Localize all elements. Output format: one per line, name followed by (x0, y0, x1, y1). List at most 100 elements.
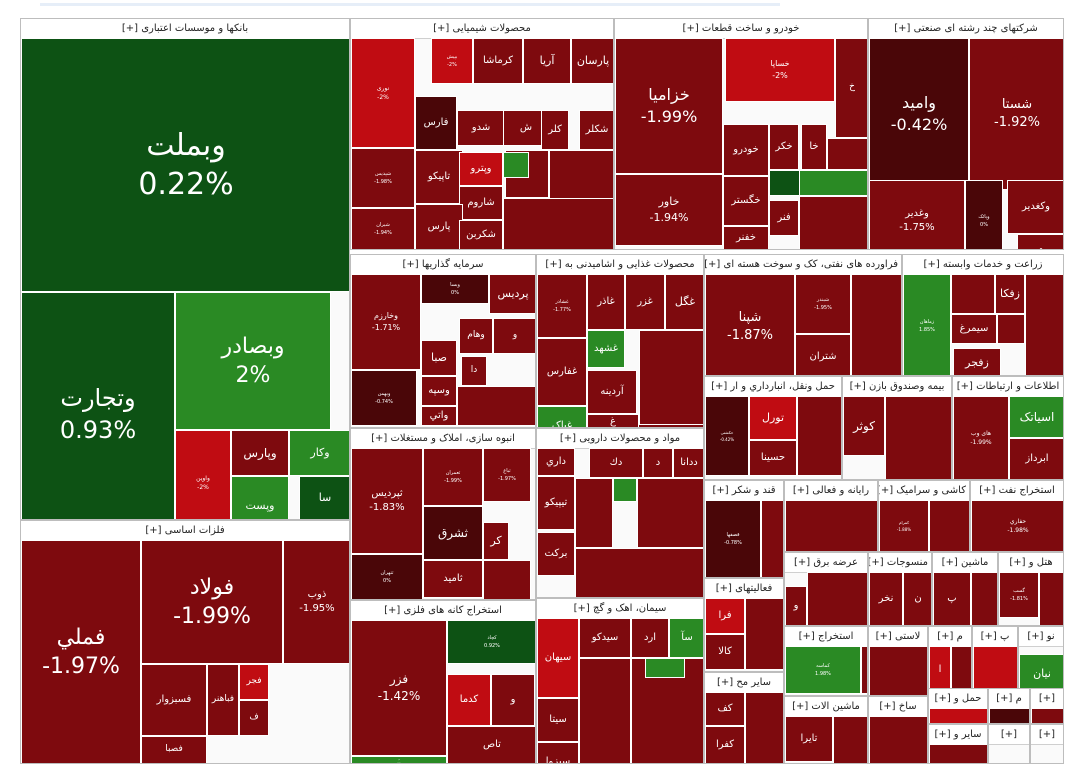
sector-no[interactable]: نو [+] نیان (1018, 626, 1064, 696)
sector-plus3[interactable]: [+] (1030, 724, 1064, 764)
stock-tile[interactable]: غگل (665, 274, 703, 330)
sector-build[interactable]: ساخ [+] (868, 696, 928, 764)
sector-hotel[interactable]: هتل و [+] گسب -1.81% (998, 552, 1064, 626)
stock-tile[interactable]: فجر (239, 664, 269, 700)
stock-tile[interactable]: پارس (415, 204, 463, 249)
stock-tile[interactable]: زماهان 1.85% (903, 274, 951, 375)
stock-tile[interactable]: داري (537, 448, 575, 476)
stock-tile[interactable]: غزر (625, 274, 665, 330)
sector-header-food[interactable]: محصولات غذایی و اشامیدنی به [+] (537, 255, 703, 275)
sector-insurance[interactable]: بیمه وصندوق بازن [+] کوثر (842, 376, 952, 480)
sector-plus2[interactable]: [+] (988, 724, 1030, 764)
stock-tile[interactable]: پارسان (571, 38, 613, 84)
stock-tile[interactable]: دا (461, 356, 487, 386)
stock-tile[interactable]: سیتا (537, 698, 579, 742)
sector-header-plastic[interactable]: لاستی [+] (869, 627, 927, 647)
sector-header-insurance[interactable]: بیمه وصندوق بازن [+] (843, 377, 951, 397)
stock-tile[interactable]: حفاري -1.98% (971, 500, 1063, 551)
stock-tile[interactable]: ارد (631, 618, 669, 658)
stock-tile[interactable]: غپاک (537, 406, 587, 427)
sector-header-construct[interactable]: انبوه سازی، املاک و مستغلات [+] (351, 429, 535, 449)
sector-agri[interactable]: زراعت و خدمات وابسته [+] زماهان 1.85% زفکا س… (902, 254, 1064, 376)
stock-tile[interactable]: سآ (669, 618, 703, 658)
sector-header-telecom[interactable]: اطلاعات و ارتباطات [+] (953, 377, 1063, 397)
sector-machines[interactable]: ماشین [+] پ (932, 552, 998, 626)
sector-header-multi[interactable]: شرکتهای چند رشته ای صنعتی [+] (869, 19, 1063, 39)
stock-tile[interactable]: وبصادر 2% (175, 292, 331, 430)
sector-header-m2[interactable]: م [+] (989, 689, 1029, 709)
stock-tile[interactable]: وسپه (421, 376, 457, 406)
sector-header-transport2[interactable]: حمل و [+] (929, 689, 987, 709)
stock-tile[interactable]: وپارس (231, 430, 289, 476)
stock-tile[interactable]: تیپیکو (537, 476, 575, 530)
sector-header-other2[interactable]: سایر و [+] (929, 725, 987, 745)
sector-mining[interactable]: استخراج کانه های فلزی [+] فزر -1.42% کچاد 0.… (350, 600, 536, 764)
sector-p_small[interactable]: پ [+] (972, 626, 1018, 696)
sector-other2[interactable]: سایر و [+] (928, 724, 988, 764)
sector-header-m_small[interactable]: م [+] (929, 627, 971, 647)
stock-tile[interactable]: فباهنر (207, 664, 239, 736)
stock-tile[interactable]: خا (801, 124, 827, 170)
stock-tile[interactable]: سیهان (537, 618, 579, 698)
sector-header-refine[interactable]: فراورده های نفتی، کک و سوخت هسته ای [+] (705, 255, 901, 275)
sector-cement[interactable]: سیمان، اهک و گچ [+] سیهان سیدکو ارد سآ سیتا سب… (536, 598, 704, 764)
stock-tile[interactable]: وپترو (459, 152, 503, 186)
stock-tile[interactable]: آردینه (587, 370, 637, 414)
stock-tile[interactable]: تاپیکو (415, 150, 463, 204)
stock-tile[interactable]: ا (929, 646, 951, 694)
stock-tile[interactable]: پ (933, 572, 971, 625)
stock-tile[interactable]: شپدیس -1.98% (351, 148, 415, 208)
stock-tile[interactable]: زفجر (953, 348, 1001, 375)
stock-tile[interactable]: قصفها -0.78% (705, 500, 761, 577)
stock-tile[interactable]: کدما (447, 674, 491, 726)
sector-sugar[interactable]: قند و شکر [+] قصفها -0.78% (704, 480, 784, 578)
stock-tile[interactable]: وتجارت 0.93% (21, 292, 175, 519)
stock-tile[interactable]: ثعمران -1.99% (423, 448, 483, 506)
stock-tile[interactable]: فرا (705, 598, 745, 634)
sector-header-elec[interactable]: ماشین الات [+] (785, 697, 867, 717)
sector-multi[interactable]: شرکتهای چند رشته ای صنعتی [+] وامید -0.42%… (868, 18, 1064, 250)
sector-other[interactable]: سایر مح [+] کف کفرا (704, 672, 784, 764)
stock-tile[interactable]: سیمرغ (951, 314, 997, 344)
sector-ceramic[interactable]: کاشی و سرامیک [+] کمرام -1.88% (878, 480, 970, 552)
sector-auto[interactable]: خودرو و ساخت قطعات [+] خزامیا -1.99% خساپا -… (614, 18, 868, 250)
stock-tile[interactable]: ویسا 0% (421, 274, 489, 304)
sector-header-power[interactable]: عرضه برق [+] (785, 553, 867, 573)
sector-food[interactable]: محصولات غذایی و اشامیدنی به [+] غشاذر -1.7… (536, 254, 704, 428)
sector-invest[interactable]: سرمایه گذاریها [+] وخارزم -1.71% ویسا 0% پردی… (350, 254, 536, 428)
stock-tile[interactable]: ثپردیس -1.83% (351, 448, 423, 554)
stock-tile[interactable]: کچاد 0.92% (447, 620, 535, 664)
stock-tile[interactable]: شتران (795, 334, 851, 375)
stock-tile[interactable]: خزامیا -1.99% (615, 38, 723, 174)
stock-tile[interactable]: فنر (769, 200, 799, 236)
stock-tile[interactable]: وبهمن -0.74% (351, 370, 417, 426)
stock-tile[interactable]: ثامید (423, 560, 483, 598)
stock-tile[interactable]: ثباغ -1.97% (483, 448, 531, 502)
stock-tile[interactable]: شاروم (459, 186, 503, 220)
stock-tile[interactable]: نوری -2% (351, 38, 415, 148)
stock-tile[interactable]: صبا (421, 340, 457, 376)
stock-tile[interactable]: پردیس (489, 274, 535, 314)
stock-tile[interactable]: کمرام -1.88% (879, 500, 929, 551)
stock-tile[interactable]: کف (705, 692, 745, 726)
stock-tile[interactable]: و (493, 318, 535, 354)
stock-tile[interactable]: فملي -1.97% (21, 540, 141, 763)
sector-header-metals[interactable]: فلزات اساسی [+] (21, 521, 349, 541)
stock-tile[interactable]: حسینا (749, 440, 797, 476)
stock-tile[interactable]: خودرو (723, 124, 769, 176)
stock-tile[interactable]: غ (587, 414, 639, 427)
sector-textile[interactable]: منسوجات [+] نخر ن (868, 552, 932, 626)
stock-tile[interactable]: فزر -1.42% (351, 620, 447, 756)
sector-header-auto[interactable]: خودرو و ساخت قطعات [+] (615, 19, 867, 39)
stock-tile[interactable]: کرماشا (473, 38, 523, 84)
stock-tile[interactable]: کلر (541, 110, 569, 150)
stock-tile[interactable]: وغدیر -1.75% (869, 180, 965, 249)
stock-tile[interactable]: فارس (415, 96, 457, 150)
sector-header-plus2[interactable]: [+] (989, 725, 1029, 745)
sector-header-activities[interactable]: فعالیتهای [+] (705, 579, 783, 599)
sector-header-p_small[interactable]: پ [+] (973, 627, 1017, 647)
stock-tile[interactable]: شبندر -1.95% (795, 274, 851, 334)
stock-tile[interactable]: تایرا (785, 716, 833, 762)
sector-header-mining[interactable]: استخراج کانه های فلزی [+] (351, 601, 535, 621)
stock-tile[interactable]: خ (835, 38, 867, 138)
